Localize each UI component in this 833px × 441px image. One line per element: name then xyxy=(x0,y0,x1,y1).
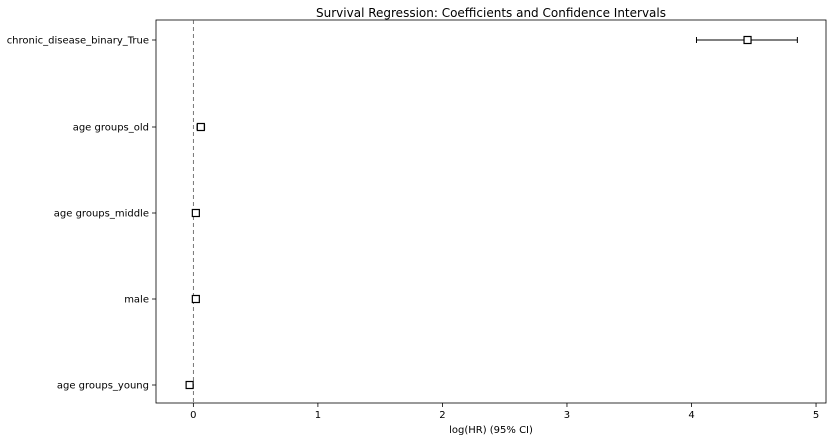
chart-title: Survival Regression: Coefficients and Co… xyxy=(316,6,666,20)
plot-frame xyxy=(155,19,827,404)
coef-marker xyxy=(196,122,205,132)
x-tick-label: 0 xyxy=(190,410,196,421)
x-axis: 0 1 2 3 4 5 xyxy=(190,403,819,421)
y-tick-label: male xyxy=(124,295,149,306)
x-tick-label: 5 xyxy=(813,410,819,421)
y-tick-label: age groups_old xyxy=(73,123,149,134)
y-tick-label: chronic_disease_binary_True xyxy=(7,36,149,47)
x-tick-label: 3 xyxy=(564,410,570,421)
x-tick-label: 4 xyxy=(688,410,694,421)
coef-marker xyxy=(185,380,194,390)
x-tick-label: 1 xyxy=(315,410,321,421)
plot-area xyxy=(155,19,827,404)
y-tick-label: age groups_middle xyxy=(54,209,149,220)
data-marks xyxy=(185,35,798,390)
coef-marker xyxy=(191,294,200,304)
y-tick-label: age groups_young xyxy=(57,381,149,392)
coef-marker xyxy=(191,208,200,218)
x-tick-label: 2 xyxy=(439,410,445,421)
coef-marker xyxy=(743,35,752,45)
x-axis-label: log(HR) (95% CI) xyxy=(449,425,533,436)
